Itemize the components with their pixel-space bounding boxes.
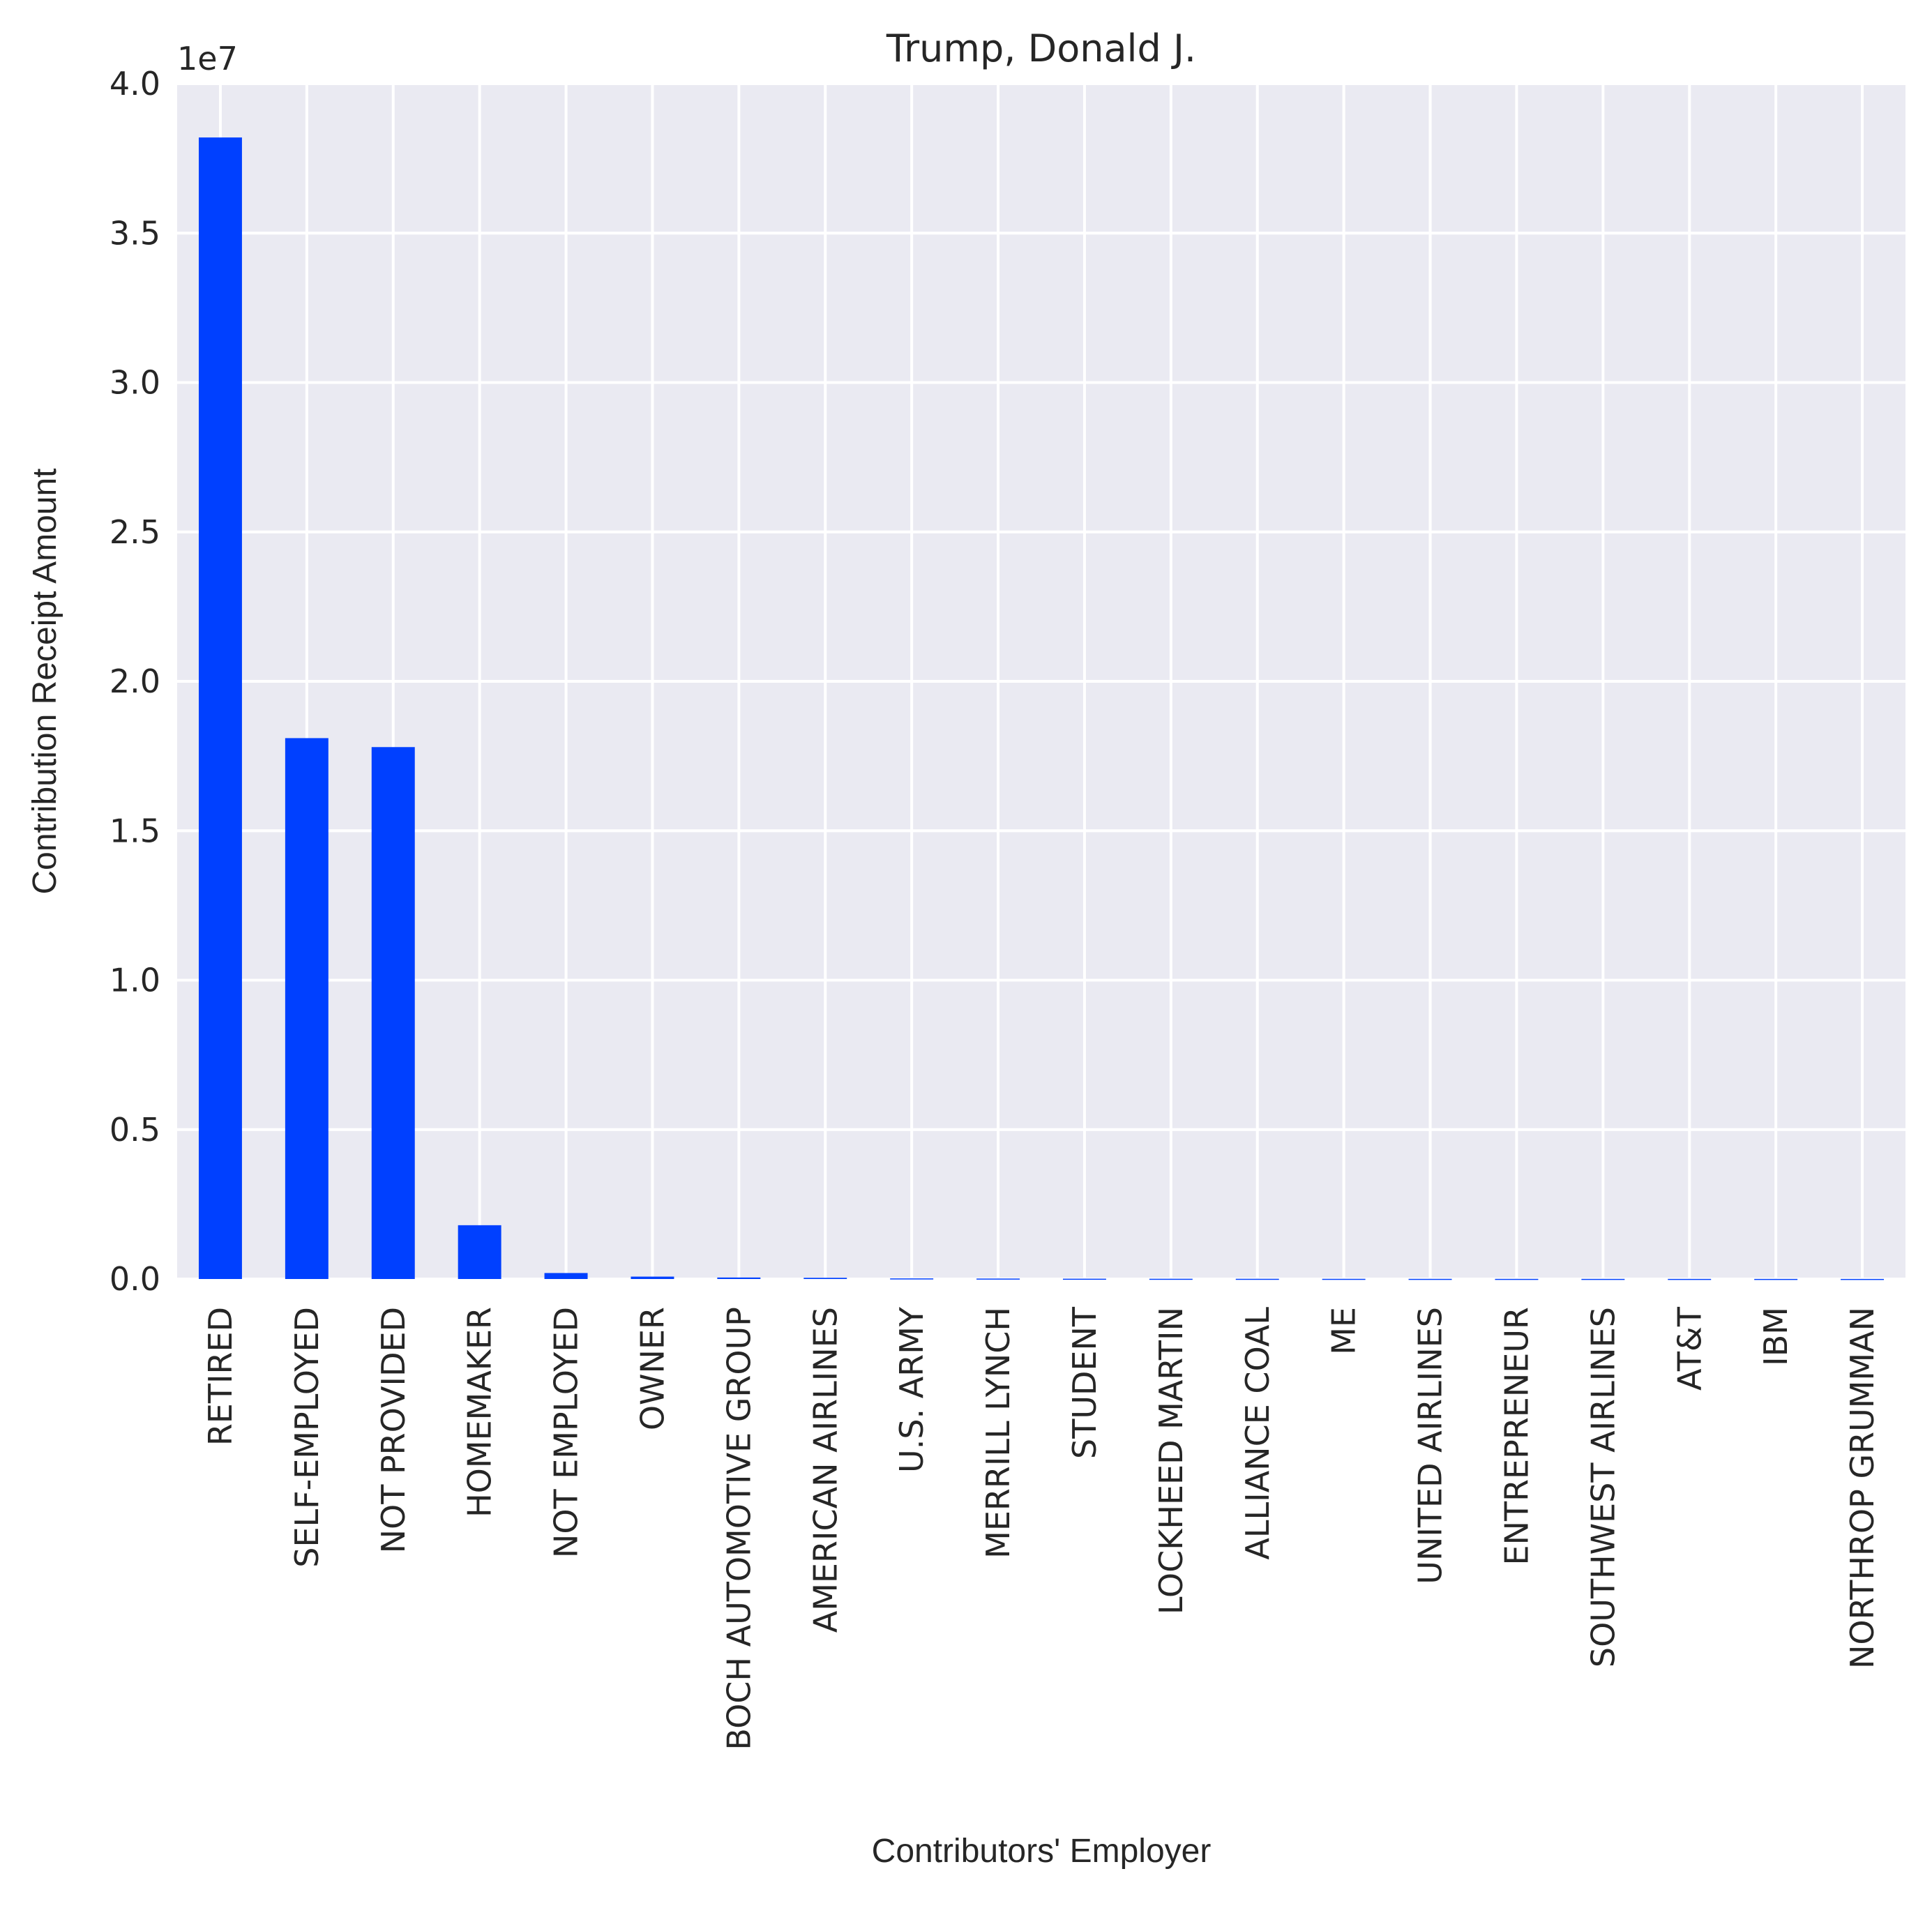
- y-tick-label: 4.0: [110, 65, 160, 103]
- x-axis-label: Contributors' Employer: [872, 1833, 1212, 1870]
- bars: [198, 137, 1885, 1280]
- bar: [890, 1278, 934, 1280]
- bar: [1149, 1278, 1193, 1280]
- y-tick-label: 2.0: [110, 663, 160, 700]
- x-tick-label: MERRILL LYNCH: [979, 1307, 1017, 1559]
- x-tick-label: NOT PROVIDED: [375, 1307, 412, 1553]
- bar: [1322, 1278, 1366, 1280]
- x-tick-label: IBM: [1757, 1307, 1795, 1366]
- x-tick-label: AMERICAN AIRLINES: [806, 1307, 844, 1633]
- bar: [1495, 1278, 1539, 1280]
- x-tick-label: LOCKHEED MARTIN: [1152, 1307, 1190, 1614]
- y-axis-label: Contribution Receipt Amount: [27, 468, 63, 894]
- y-tick-label: 0.0: [110, 1260, 160, 1298]
- y-tick-labels: 0.0 0.5 1.0 1.5 2.0 2.5 3.0 3.5 4.0: [110, 65, 160, 1298]
- bar: [1408, 1278, 1452, 1280]
- bar: [1581, 1278, 1625, 1280]
- y-tick-label: 3.5: [110, 214, 160, 252]
- bar: [198, 137, 242, 1279]
- x-tick-label: SOUTHWEST AIRLINES: [1584, 1307, 1622, 1667]
- bar: [976, 1278, 1020, 1280]
- x-tick-label: ALLIANCE COAL: [1239, 1307, 1276, 1560]
- y-offset-text: 1e7: [177, 40, 238, 77]
- bar: [1754, 1278, 1798, 1280]
- bar: [285, 738, 329, 1279]
- x-tick-label: NORTHROP GRUMMAN: [1843, 1307, 1881, 1669]
- bar: [803, 1278, 847, 1279]
- bar: [1841, 1278, 1885, 1280]
- x-tick-label: RETIRED: [202, 1307, 239, 1446]
- x-tick-label: ME: [1325, 1307, 1363, 1355]
- y-tick-label: 1.5: [110, 812, 160, 849]
- bar: [1235, 1278, 1279, 1280]
- y-tick-label: 0.5: [110, 1111, 160, 1149]
- x-tick-labels: RETIRED SELF-EMPLOYED NOT PROVIDED HOMEMAKE…: [202, 1306, 1881, 1750]
- bar: [717, 1277, 761, 1279]
- y-tick-label: 3.0: [110, 364, 160, 402]
- bar: [458, 1225, 501, 1279]
- bar: [371, 747, 415, 1279]
- x-tick-label: OWNER: [633, 1307, 671, 1430]
- y-tick-label: 2.5: [110, 513, 160, 551]
- x-tick-label: HOMEMAKER: [461, 1307, 499, 1518]
- y-tick-label: 1.0: [110, 962, 160, 999]
- x-tick-label: AT&T: [1670, 1306, 1708, 1391]
- x-tick-label: ENTREPRENEUR: [1497, 1307, 1535, 1565]
- x-tick-label: UNITED AIRLINES: [1412, 1307, 1449, 1584]
- bar: [631, 1276, 674, 1279]
- bar: [1668, 1278, 1712, 1280]
- chart-title: Trump, Donald J.: [886, 27, 1196, 70]
- x-tick-label: BOCH AUTOMOTIVE GROUP: [720, 1307, 757, 1750]
- x-tick-label: NOT EMPLOYED: [548, 1307, 585, 1558]
- x-tick-label: SELF-EMPLOYED: [288, 1307, 326, 1568]
- x-tick-label: STUDENT: [1066, 1306, 1103, 1459]
- bar: [544, 1273, 588, 1279]
- bar: [1062, 1278, 1106, 1280]
- x-tick-label: U.S. ARMY: [893, 1306, 930, 1473]
